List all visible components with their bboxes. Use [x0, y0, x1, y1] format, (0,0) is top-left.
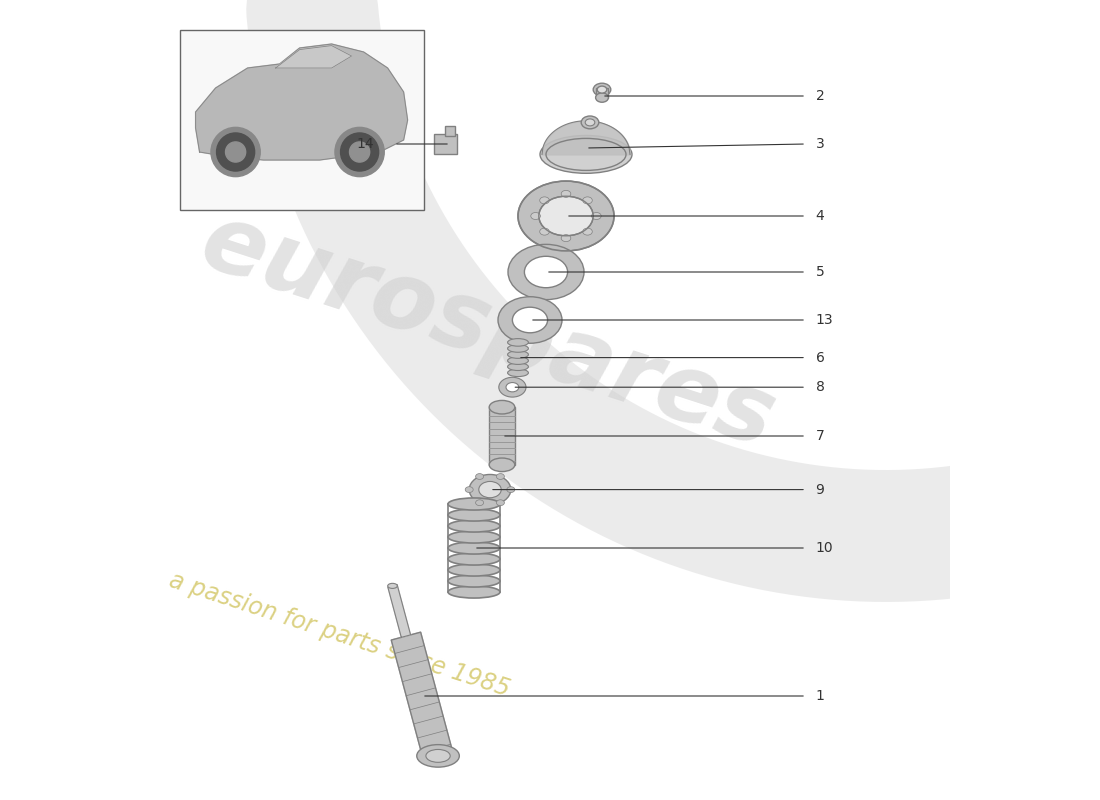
Ellipse shape [448, 531, 501, 543]
Ellipse shape [595, 93, 608, 102]
Ellipse shape [211, 127, 261, 177]
Ellipse shape [593, 83, 611, 96]
Polygon shape [196, 44, 408, 160]
Ellipse shape [583, 197, 592, 204]
Ellipse shape [448, 553, 501, 565]
Text: 2: 2 [815, 89, 824, 103]
Circle shape [217, 133, 254, 171]
Ellipse shape [540, 135, 632, 174]
Ellipse shape [490, 401, 515, 414]
Ellipse shape [507, 357, 528, 365]
Ellipse shape [465, 486, 473, 493]
Ellipse shape [387, 583, 397, 589]
Text: 5: 5 [815, 265, 824, 279]
Ellipse shape [508, 244, 584, 300]
Bar [595, 88, 608, 98]
Ellipse shape [496, 474, 505, 479]
Ellipse shape [498, 297, 562, 343]
Circle shape [226, 142, 245, 162]
Ellipse shape [417, 745, 460, 767]
Ellipse shape [507, 350, 528, 358]
Ellipse shape [490, 458, 515, 471]
Text: 9: 9 [815, 482, 825, 497]
Text: 6: 6 [815, 350, 825, 365]
FancyBboxPatch shape [434, 134, 458, 154]
Circle shape [341, 133, 378, 171]
Text: 10: 10 [815, 541, 833, 555]
Text: 13: 13 [815, 313, 833, 327]
Ellipse shape [518, 181, 614, 251]
Ellipse shape [448, 586, 501, 598]
Ellipse shape [531, 213, 540, 219]
Text: 1: 1 [815, 689, 825, 703]
Ellipse shape [513, 307, 548, 333]
Ellipse shape [583, 228, 592, 235]
Ellipse shape [539, 196, 593, 236]
Ellipse shape [561, 234, 571, 242]
Ellipse shape [336, 127, 384, 177]
Text: eurospares: eurospares [190, 196, 786, 468]
Text: 3: 3 [815, 137, 824, 151]
Ellipse shape [507, 345, 528, 352]
Bar [446, 126, 454, 136]
Ellipse shape [498, 378, 526, 397]
Ellipse shape [540, 228, 549, 235]
Text: 14: 14 [356, 137, 374, 151]
Ellipse shape [448, 575, 501, 587]
Text: 7: 7 [815, 429, 824, 443]
Ellipse shape [581, 116, 598, 129]
Ellipse shape [448, 509, 501, 521]
Ellipse shape [448, 520, 501, 532]
Ellipse shape [470, 474, 510, 505]
Ellipse shape [507, 363, 528, 370]
Ellipse shape [475, 500, 484, 506]
Ellipse shape [478, 482, 502, 498]
Polygon shape [392, 632, 453, 760]
Circle shape [350, 142, 370, 162]
Ellipse shape [525, 256, 568, 288]
Ellipse shape [507, 338, 528, 346]
Polygon shape [388, 585, 410, 638]
Ellipse shape [475, 474, 484, 479]
Ellipse shape [585, 119, 595, 126]
Text: 4: 4 [815, 209, 824, 223]
Ellipse shape [507, 486, 515, 493]
Text: a passion for parts since 1985: a passion for parts since 1985 [166, 568, 513, 701]
FancyBboxPatch shape [180, 30, 424, 210]
Polygon shape [276, 46, 352, 68]
Ellipse shape [426, 750, 450, 762]
Ellipse shape [540, 197, 549, 204]
Ellipse shape [506, 382, 519, 392]
Ellipse shape [448, 564, 501, 576]
Ellipse shape [507, 369, 528, 377]
Ellipse shape [448, 542, 501, 554]
Ellipse shape [448, 498, 501, 510]
Ellipse shape [496, 500, 505, 506]
Bar [490, 407, 515, 465]
Ellipse shape [592, 213, 602, 219]
Ellipse shape [597, 86, 607, 93]
Text: 8: 8 [815, 380, 825, 394]
Ellipse shape [561, 190, 571, 198]
